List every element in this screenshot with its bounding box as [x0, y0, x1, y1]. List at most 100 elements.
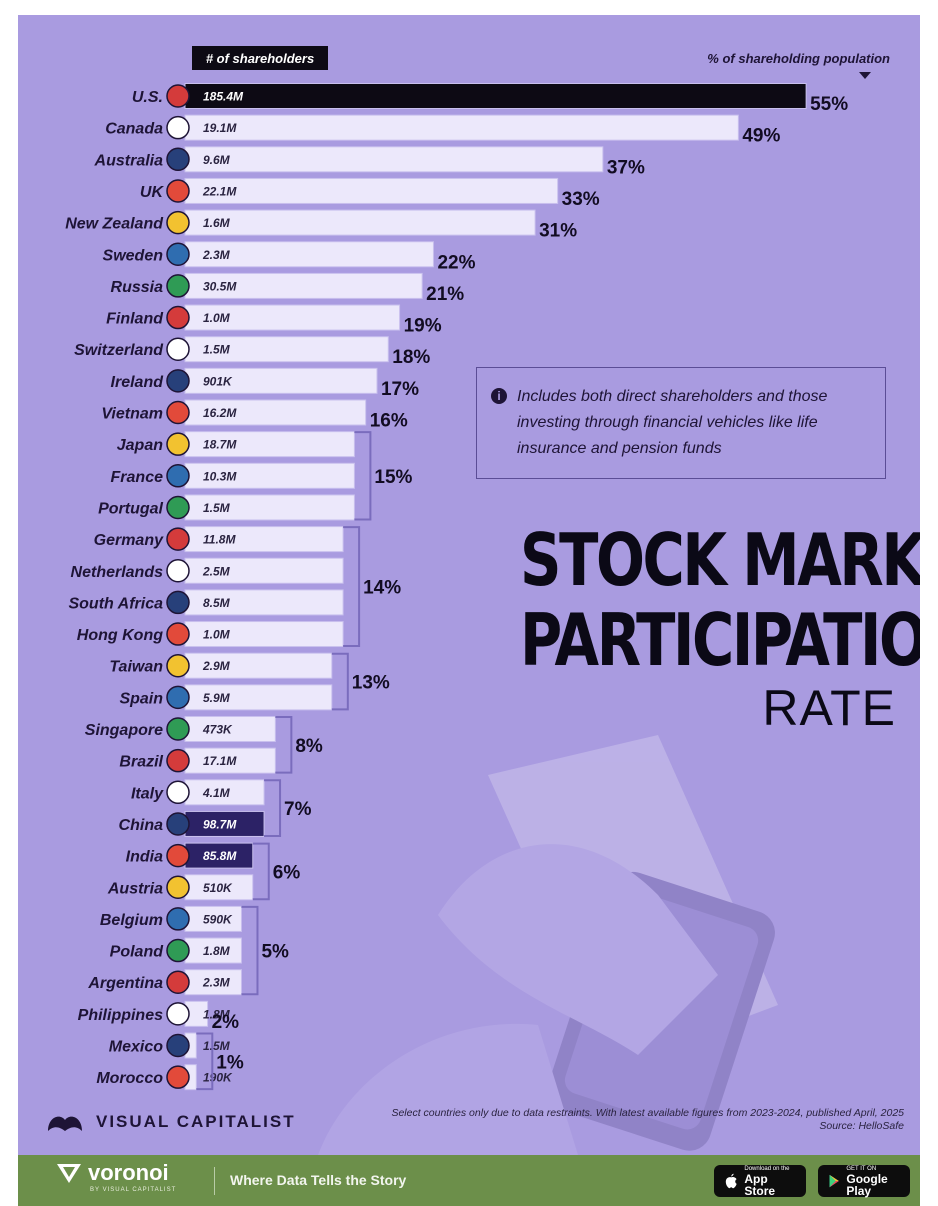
voronoi-brand-name: voronoi	[88, 1160, 169, 1185]
voronoi-byline: BY VISUAL CAPITALIST	[90, 1187, 177, 1193]
shareholders-value-argentina: 2.3M	[202, 976, 231, 990]
country-label-canada: Canada	[105, 121, 163, 138]
country-label-poland: Poland	[110, 944, 165, 961]
bar-spain	[184, 684, 333, 711]
country-label-sweden: Sweden	[103, 247, 164, 264]
country-label-mexico: Mexico	[109, 1039, 163, 1056]
shareholders-value-india: 85.8M	[203, 849, 237, 863]
bar-russia	[184, 272, 423, 299]
shareholders-value-australia: 9.6M	[203, 153, 231, 167]
flag-portugal-icon	[166, 495, 190, 520]
pct-label-13: 13%	[352, 673, 390, 694]
flag-russia-icon	[166, 274, 190, 298]
country-label-finland: Finland	[106, 311, 164, 328]
bar-taiwan	[184, 652, 333, 679]
voronoi-brand[interactable]: voronoi BY VISUAL CAPITALIST	[56, 1160, 175, 1193]
shareholders-value-vietnam: 16.2M	[203, 406, 237, 420]
country-label-vietnam: Vietnam	[101, 406, 163, 423]
apple-icon	[725, 1173, 737, 1189]
flag-u-s-icon	[166, 84, 190, 108]
pct-label-33: 33%	[562, 189, 600, 210]
shareholders-value-germany: 11.8M	[203, 533, 236, 547]
app-store-button[interactable]: Download on the App Store	[714, 1165, 806, 1197]
flag-argentina-icon	[166, 970, 190, 994]
shareholders-value-japan: 18.7M	[203, 438, 237, 452]
bar-japan	[184, 431, 355, 458]
bar-belgium	[184, 905, 242, 932]
google-play-label: Google Play	[846, 1171, 888, 1198]
flag-australia-icon	[166, 147, 190, 172]
pct-label-18: 18%	[392, 347, 430, 368]
shareholders-value-canada: 19.1M	[203, 121, 237, 135]
flag-brazil-icon	[166, 748, 190, 773]
bar-hong-kong	[184, 621, 344, 648]
shareholders-header-box	[192, 46, 328, 70]
flag-france-icon	[166, 464, 190, 488]
flag-south-africa-icon	[166, 590, 190, 615]
shareholders-value-switzerland: 1.5M	[203, 343, 231, 357]
country-label-germany: Germany	[94, 532, 164, 549]
flag-austria-icon	[166, 875, 190, 899]
country-label-spain: Spain	[119, 690, 163, 707]
country-label-argentina: Argentina	[87, 975, 163, 992]
title-line-1: STOCK MARKET	[520, 518, 920, 602]
note-box: i Includes both direct shareholders and …	[476, 367, 886, 479]
bar-uk	[184, 177, 559, 204]
bracket-1-pct	[196, 1032, 214, 1091]
pct-label-55: 55%	[810, 94, 848, 115]
pct-label-17: 17%	[381, 379, 419, 400]
country-label-ireland: Ireland	[111, 374, 165, 391]
pct-label-16: 16%	[370, 411, 408, 432]
bar-finland	[184, 304, 401, 331]
bar-chart: # of shareholders % of shareholding popu…	[65, 46, 890, 1091]
google-play-small: GET IT ON	[846, 1165, 877, 1172]
chart-title: STOCK MARKET PARTICIPATION RATE	[426, 518, 920, 736]
google-play-icon	[829, 1174, 839, 1188]
flag-hong-kong-icon	[166, 622, 190, 646]
visual-capitalist-mark-icon	[48, 1116, 82, 1131]
flag-finland-icon	[166, 305, 190, 330]
country-label-belgium: Belgium	[100, 912, 163, 929]
shareholders-value-mexico: 1.5M	[203, 1039, 231, 1053]
bar-singapore	[184, 716, 276, 742]
shareholders-value-china: 98.7M	[203, 817, 237, 831]
shareholders-value-austria: 510K	[203, 881, 233, 895]
country-label-netherlands: Netherlands	[71, 564, 164, 581]
pct-label-21: 21%	[426, 284, 464, 305]
shareholders-value-morocco: 190K	[203, 1071, 233, 1085]
background-phone-illustration	[318, 735, 778, 1155]
flag-japan-icon	[166, 432, 190, 456]
pct-label-14: 14%	[363, 578, 401, 599]
pct-label-8: 8%	[295, 736, 323, 757]
visual-capitalist-logo: VISUAL CAPITALIST	[46, 1111, 296, 1133]
country-label-italy: Italy	[131, 785, 164, 802]
footnote-source: Source: HelloSafe	[819, 1120, 904, 1132]
country-label-india: India	[126, 849, 163, 866]
voronoi-logo-icon	[57, 1164, 81, 1183]
shareholders-value-finland: 1.0M	[203, 311, 231, 325]
shareholders-value-philippines: 1.8M	[203, 1007, 231, 1021]
title-line-3: RATE	[762, 680, 896, 736]
bar-u-s	[184, 83, 807, 109]
shareholders-value-poland: 1.8M	[203, 944, 231, 958]
shareholders-value-south-africa: 8.5M	[203, 596, 231, 610]
infographic-card: # of shareholders % of shareholding popu…	[18, 15, 920, 1155]
footnote: Select countries only due to data restra…	[391, 1107, 904, 1133]
country-label-philippines: Philippines	[78, 1007, 163, 1024]
flag-china-icon	[166, 812, 190, 836]
bar-italy	[184, 779, 265, 806]
country-label-new-zealand: New Zealand	[65, 216, 164, 233]
title-line-2: PARTICIPATION	[520, 598, 920, 682]
country-label-china: China	[119, 817, 164, 834]
country-label-hong-kong: Hong Kong	[77, 627, 163, 644]
country-label-portugal: Portugal	[98, 500, 163, 517]
shareholders-value-belgium: 590K	[203, 912, 233, 926]
pct-label-2: 2%	[212, 1012, 240, 1033]
bracket-8-pct	[275, 716, 293, 774]
bar-germany	[184, 526, 344, 553]
flag-germany-icon	[166, 527, 190, 551]
bracket-13-pct	[331, 652, 349, 711]
footnote-line-1: Select countries only due to data restra…	[391, 1107, 904, 1119]
google-play-button[interactable]: GET IT ON Google Play	[818, 1165, 910, 1197]
bracket-7-pct	[264, 779, 282, 837]
